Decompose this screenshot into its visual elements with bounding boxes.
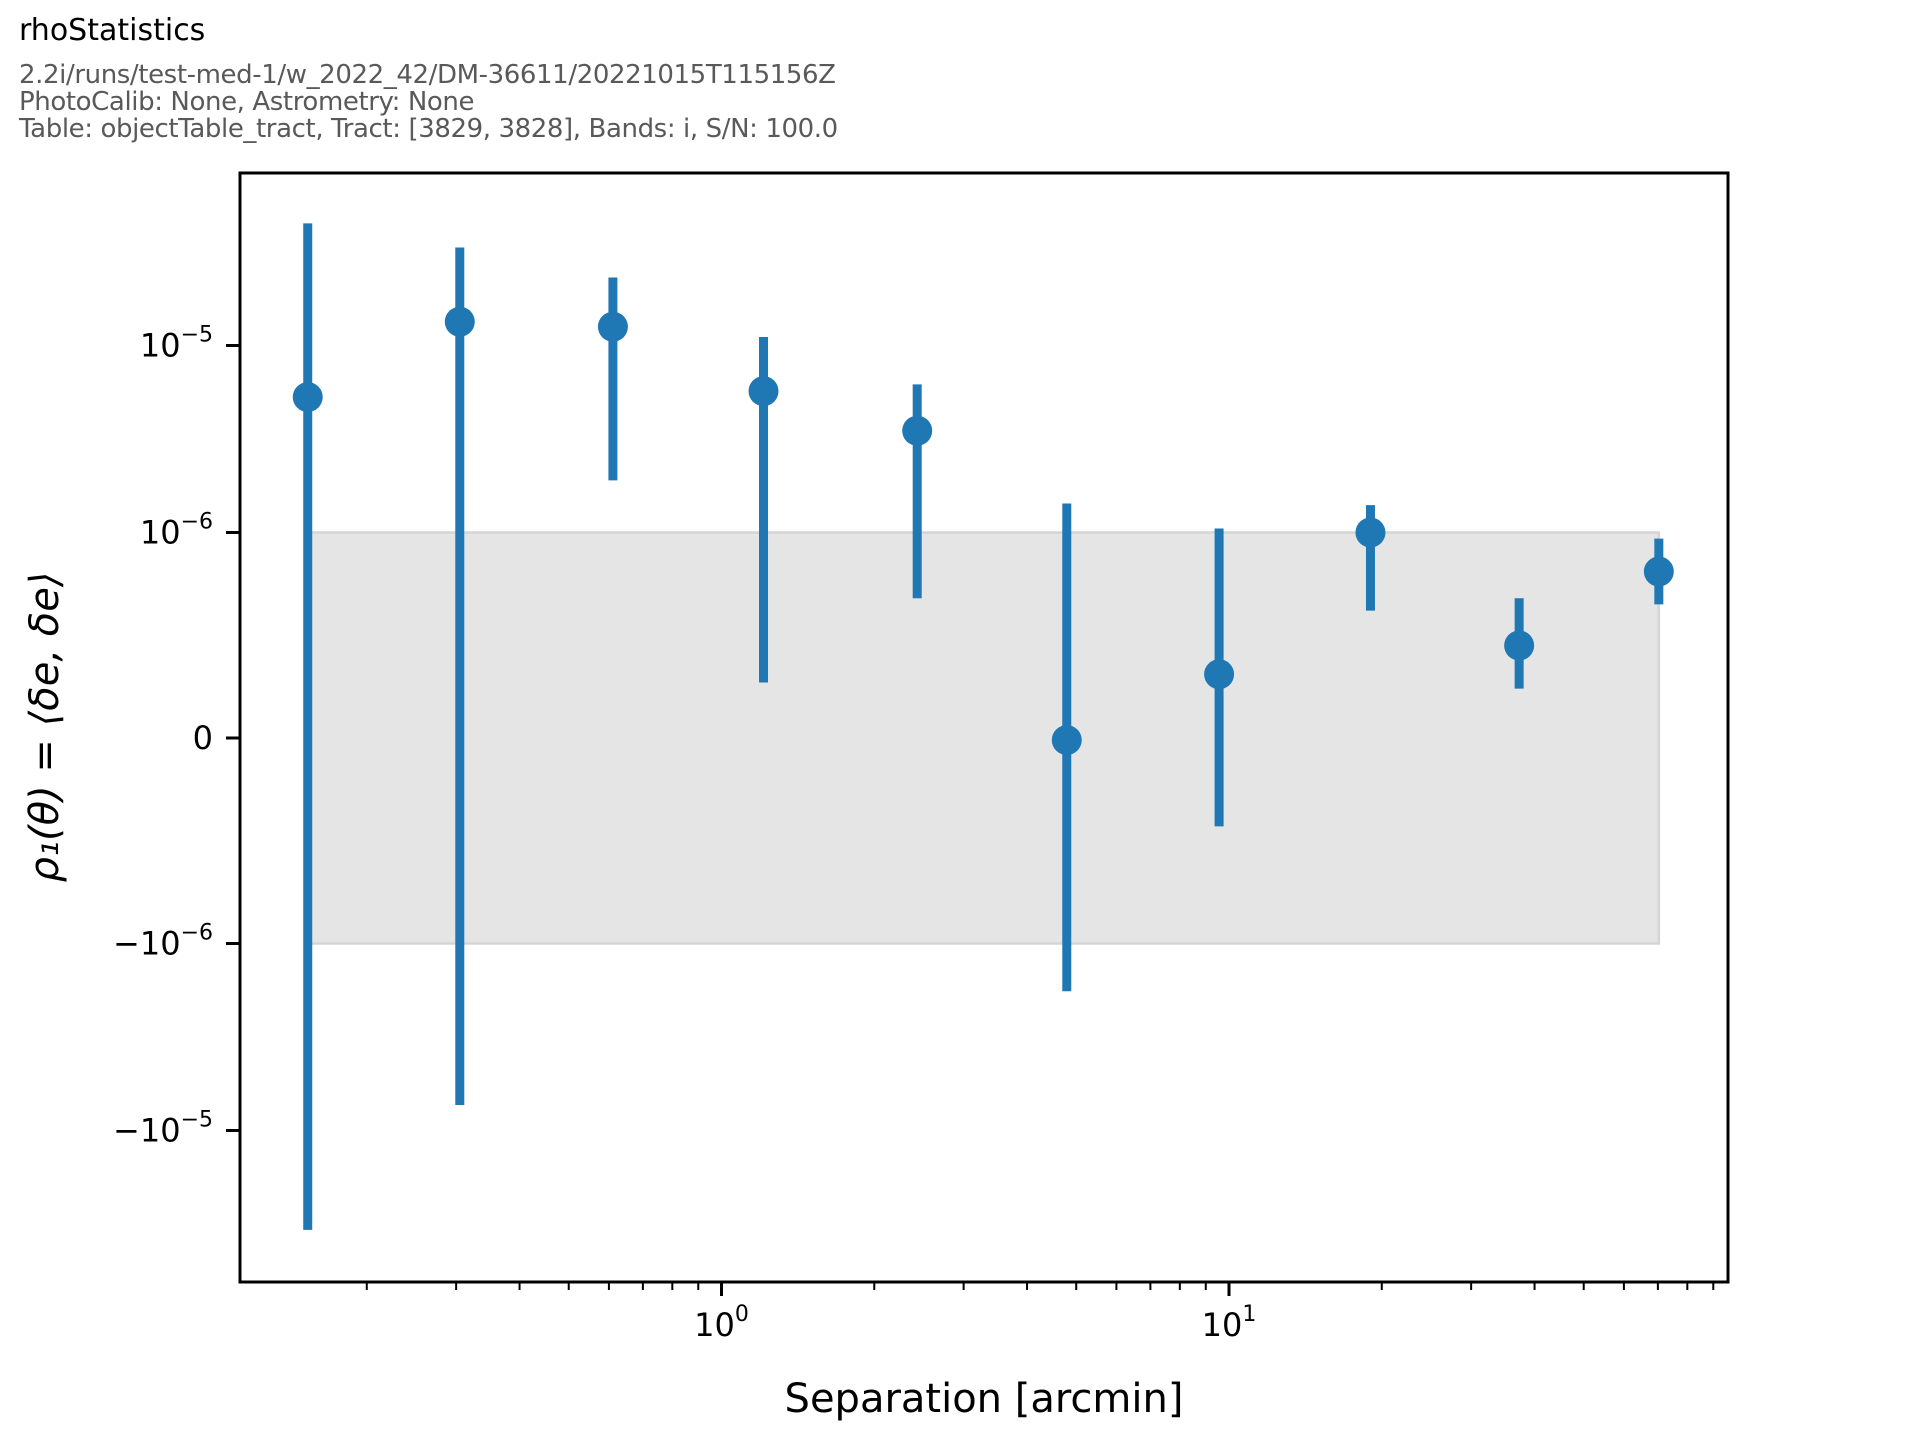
plot-frame bbox=[238, 171, 1730, 1284]
x-axis-label: Separation [arcmin] bbox=[785, 1376, 1184, 1422]
y-tick-label: −10−6 bbox=[113, 921, 213, 963]
figure-subtitle-table: Table: objectTable_tract, Tract: [3829, … bbox=[18, 114, 838, 144]
data-point bbox=[1204, 659, 1235, 690]
data-point bbox=[1504, 630, 1535, 661]
data-point bbox=[597, 311, 628, 342]
data-point bbox=[748, 376, 779, 407]
data-point bbox=[1355, 517, 1386, 548]
figure-subtitle-calib: PhotoCalib: None, Astrometry: None bbox=[19, 87, 474, 117]
x-tick-label: 100 bbox=[694, 1302, 749, 1344]
y-tick-label: −10−5 bbox=[113, 1108, 213, 1150]
data-points-layer bbox=[292, 306, 1674, 756]
y-tick-label: 0 bbox=[193, 719, 213, 757]
confidence-band-layer bbox=[306, 531, 1661, 945]
confidence-band bbox=[306, 531, 1661, 945]
y-axis-label: ρ₁(θ) = ⟨δe, δe⟩ bbox=[22, 572, 68, 883]
data-point bbox=[1051, 725, 1082, 756]
data-point bbox=[444, 306, 475, 337]
data-point bbox=[292, 382, 323, 413]
plot-frame-layer bbox=[238, 171, 1730, 1284]
y-tick-label: 10−5 bbox=[140, 323, 213, 365]
y-tick-label: 10−6 bbox=[140, 510, 213, 552]
x-tick-label: 101 bbox=[1202, 1302, 1257, 1344]
figure-header: rhoStatistics 2.2i/runs/test-med-1/w_202… bbox=[18, 13, 838, 144]
y-axis-ticks-layer: 10−5 10−6 0 −10−6 −10−5 bbox=[113, 323, 240, 1150]
data-point bbox=[1643, 556, 1674, 587]
figure-title: rhoStatistics bbox=[19, 13, 205, 48]
figure-subtitle-run: 2.2i/runs/test-med-1/w_2022_42/DM-36611/… bbox=[19, 60, 836, 90]
data-point bbox=[902, 415, 933, 446]
x-axis-ticks-layer: 100 101 bbox=[365, 1282, 1715, 1344]
